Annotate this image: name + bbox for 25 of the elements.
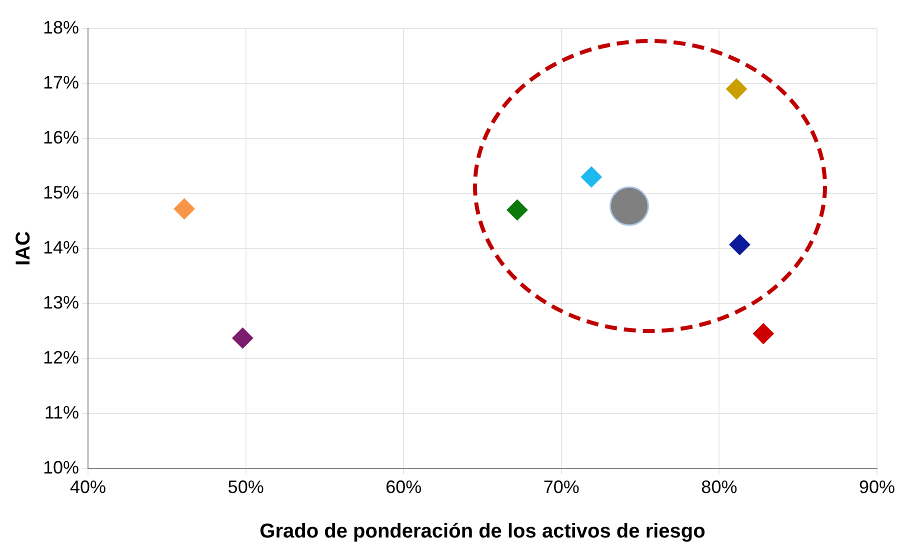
y-tick-label: 17% (42, 72, 80, 92)
x-tick-label: 90% (858, 477, 895, 498)
point (580, 166, 602, 188)
x-tick-label: 50% (228, 477, 264, 498)
x-tick-label: 60% (386, 477, 422, 498)
y-tick-label: 15% (42, 182, 80, 202)
y-tick-label: 18% (42, 17, 80, 38)
y-tick-label: 13% (42, 292, 80, 312)
point (174, 198, 195, 220)
point (232, 328, 254, 349)
y-tick-label: 10% (42, 457, 80, 478)
x-axis-title: Grado de ponderación de los activos de riesgo (260, 520, 706, 543)
x-tick-label: 80% (701, 477, 738, 498)
x-tick-label: 70% (543, 477, 580, 498)
point (729, 234, 750, 256)
y-tick-label: 11% (44, 402, 80, 422)
y-axis-title: IAC (12, 231, 35, 266)
point (610, 186, 650, 226)
y-tick-label: 14% (42, 237, 80, 258)
point (726, 78, 748, 100)
point (752, 323, 774, 344)
y-tick-label: 12% (42, 347, 80, 368)
y-tick-label: 16% (42, 127, 80, 148)
point (506, 199, 528, 220)
x-tick-label: 40% (70, 477, 106, 498)
